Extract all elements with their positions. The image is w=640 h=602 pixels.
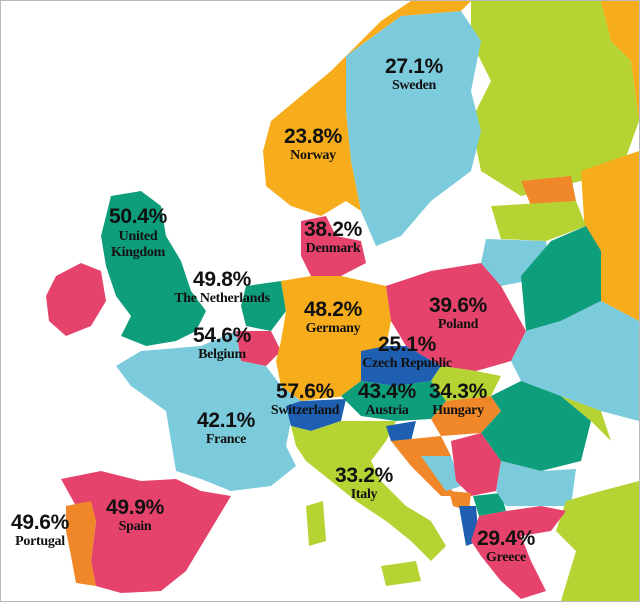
country-netherlands bbox=[241, 281, 286, 331]
pct-austria: 43.4% bbox=[357, 380, 417, 403]
pct-norway: 23.8% bbox=[283, 125, 343, 148]
country-turkey bbox=[556, 481, 639, 601]
pct-spain: 49.9% bbox=[105, 496, 165, 519]
label-uk: 50.4% United Kingdom bbox=[93, 206, 183, 261]
label-france: 42.1% France bbox=[197, 410, 255, 447]
name-norway: Norway bbox=[290, 148, 336, 163]
label-austria: 43.4% Austria bbox=[358, 381, 416, 418]
name-austria: Austria bbox=[365, 403, 409, 418]
pct-denmark: 38.2% bbox=[303, 218, 363, 241]
pct-netherlands: 49.8% bbox=[192, 268, 252, 291]
pct-switzerland: 57.6% bbox=[275, 380, 335, 403]
country-ukraine bbox=[511, 301, 639, 421]
country-switzerland bbox=[286, 399, 346, 431]
pct-hungary: 34.3% bbox=[428, 380, 488, 403]
country-ireland bbox=[46, 263, 106, 336]
country-france bbox=[116, 331, 301, 491]
label-hungary: 34.3% Hungary bbox=[429, 381, 487, 418]
label-greece: 29.4% Greece bbox=[477, 528, 535, 565]
pct-poland: 39.6% bbox=[428, 294, 488, 317]
name-poland: Poland bbox=[437, 317, 479, 332]
country-slovenia bbox=[386, 421, 416, 441]
name-france: France bbox=[205, 432, 247, 447]
pct-france: 42.1% bbox=[196, 409, 256, 432]
label-switzerland: 57.6% Switzerland bbox=[270, 380, 340, 418]
pct-italy: 33.2% bbox=[334, 464, 394, 487]
country-romania bbox=[481, 381, 591, 471]
name-belgium: Belgium bbox=[198, 347, 246, 362]
label-czech: 25.1% Czech Republic bbox=[362, 334, 452, 371]
name-denmark: Denmark bbox=[305, 241, 361, 256]
country-norway-north bbox=[346, 1, 471, 56]
country-bulgaria bbox=[496, 461, 576, 506]
country-macedonia bbox=[473, 493, 506, 516]
label-italy: 33.2% Italy bbox=[335, 465, 393, 502]
country-sardinia bbox=[306, 501, 326, 546]
label-netherlands: 49.8% The Netherlands bbox=[174, 268, 270, 306]
label-spain: 49.9% Spain bbox=[106, 497, 164, 534]
country-uk bbox=[101, 191, 206, 346]
name-greece: Greece bbox=[486, 550, 526, 565]
name-germany: Germany bbox=[305, 321, 361, 336]
pct-sweden: 27.1% bbox=[384, 55, 444, 78]
country-slovakia bbox=[431, 366, 501, 401]
country-estonia bbox=[521, 176, 576, 206]
label-denmark: 38.2% Denmark bbox=[304, 219, 362, 256]
country-norway bbox=[263, 56, 361, 216]
name-hungary: Hungary bbox=[432, 403, 484, 418]
name-netherlands: The Netherlands bbox=[174, 291, 270, 306]
country-belgium bbox=[236, 331, 281, 366]
name-switzerland: Switzerland bbox=[270, 403, 340, 418]
pct-portugal: 49.6% bbox=[10, 511, 70, 534]
country-latvia bbox=[491, 201, 586, 241]
name-spain: Spain bbox=[118, 519, 152, 534]
label-norway: 23.8% Norway bbox=[284, 126, 342, 163]
country-spain bbox=[61, 471, 231, 593]
country-greece bbox=[471, 506, 566, 599]
country-portugal bbox=[66, 501, 96, 586]
pct-czech: 25.1% bbox=[377, 333, 437, 356]
label-germany: 48.2% Germany bbox=[304, 299, 362, 336]
country-denmark bbox=[301, 216, 366, 276]
name-uk: United Kingdom bbox=[111, 229, 165, 261]
pct-greece: 29.4% bbox=[476, 527, 536, 550]
pct-germany: 48.2% bbox=[303, 298, 363, 321]
country-italy bbox=[291, 421, 446, 561]
label-belgium: 54.6% Belgium bbox=[193, 325, 251, 362]
name-italy: Italy bbox=[350, 487, 378, 502]
country-belarus bbox=[521, 226, 601, 331]
country-serbia bbox=[451, 433, 501, 496]
name-sweden: Sweden bbox=[391, 78, 437, 93]
name-czech: Czech Republic bbox=[362, 356, 452, 371]
country-poland bbox=[386, 263, 526, 371]
pct-belgium: 54.6% bbox=[192, 324, 252, 347]
label-portugal: 49.6% Portugal bbox=[11, 512, 69, 549]
label-sweden: 27.1% Sweden bbox=[385, 56, 443, 93]
country-sicily bbox=[381, 561, 421, 586]
name-portugal: Portugal bbox=[15, 534, 65, 549]
country-hungary bbox=[431, 396, 501, 436]
label-poland: 39.6% Poland bbox=[429, 295, 487, 332]
country-finland bbox=[471, 1, 639, 196]
pct-uk: 50.4% bbox=[108, 205, 168, 228]
country-bosnia bbox=[421, 456, 461, 491]
country-sweden bbox=[346, 11, 481, 246]
country-czech bbox=[361, 346, 441, 386]
country-russia-north bbox=[601, 1, 639, 121]
country-austria bbox=[341, 381, 446, 421]
country-moldova bbox=[561, 396, 611, 441]
